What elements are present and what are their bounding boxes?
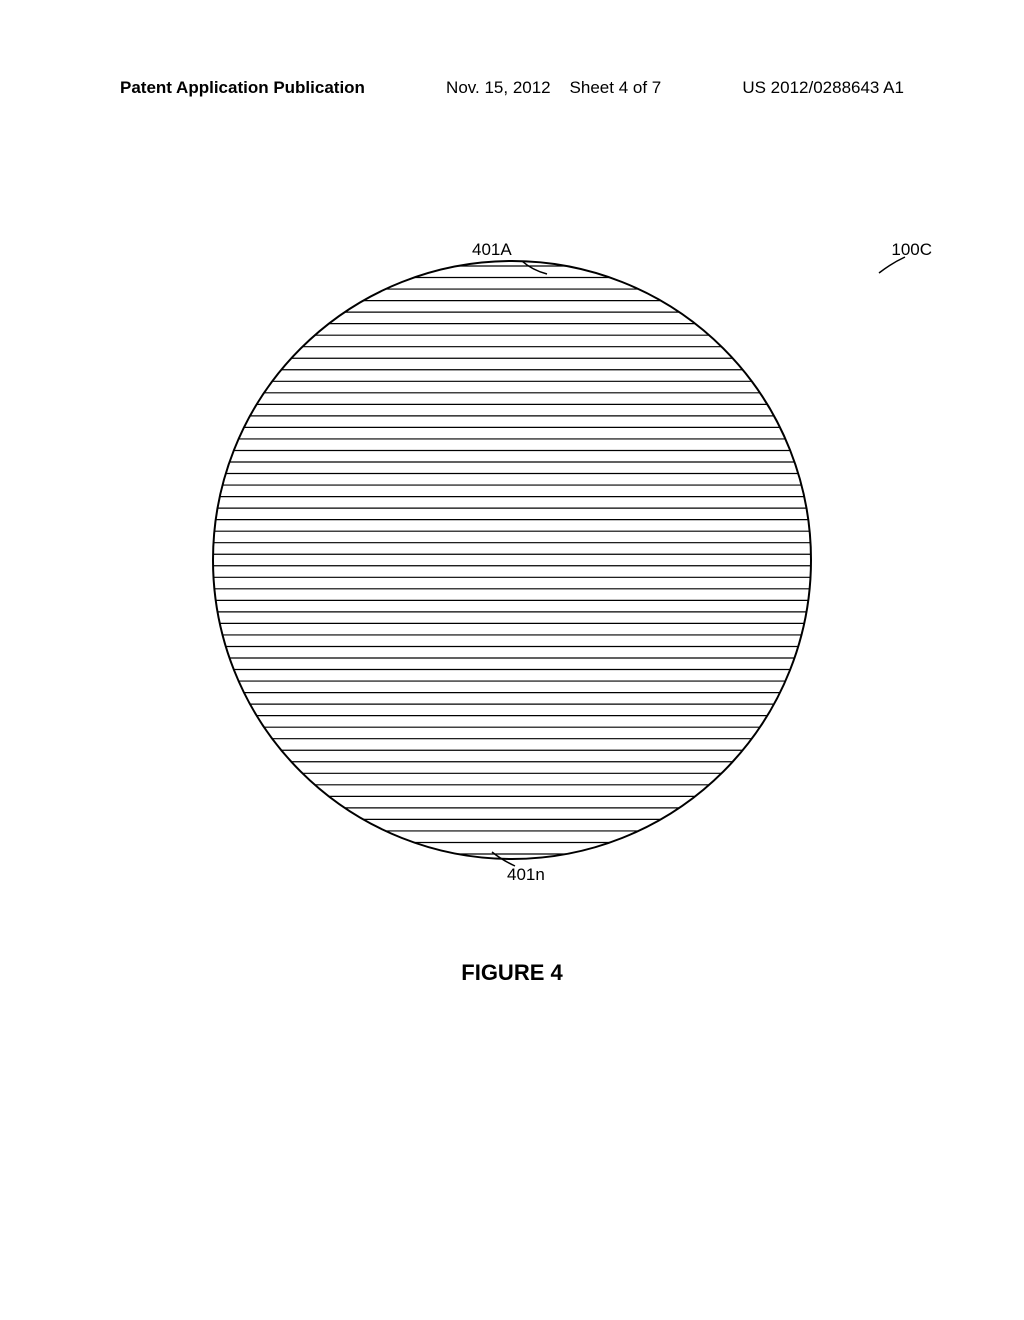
page-header: Patent Application Publication Nov. 15, … — [0, 78, 1024, 98]
leader-100c-icon — [877, 255, 907, 275]
publication-date-sheet: Nov. 15, 2012 Sheet 4 of 7 — [446, 78, 661, 98]
leader-401a-icon — [522, 258, 552, 276]
figure-caption: FIGURE 4 — [461, 960, 562, 986]
publication-number: US 2012/0288643 A1 — [742, 78, 904, 98]
striped-wafer-diagram — [212, 260, 812, 860]
label-401a: 401A — [472, 240, 512, 260]
leader-401n-icon — [490, 850, 520, 868]
publication-type: Patent Application Publication — [120, 78, 365, 98]
label-401n: 401n — [507, 865, 545, 885]
circle-wrapper: 401A 100C 401n — [212, 260, 812, 860]
figure-container: 401A 100C 401n — [212, 260, 812, 960]
publication-date: Nov. 15, 2012 — [446, 78, 551, 97]
sheet-info: Sheet 4 of 7 — [570, 78, 662, 97]
